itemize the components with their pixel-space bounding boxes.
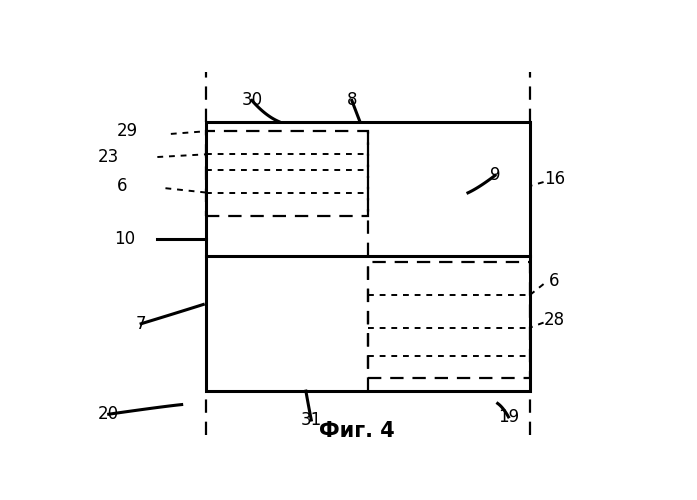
Bar [206,131,368,216]
Text: 7: 7 [136,314,146,332]
Text: 16: 16 [544,170,565,188]
Text: 6: 6 [117,177,128,195]
Text: 31: 31 [300,411,322,429]
Text: 28: 28 [544,311,565,329]
Text: Фиг. 4: Фиг. 4 [319,421,395,441]
Text: 10: 10 [114,230,135,248]
Text: 9: 9 [490,166,500,184]
Text: 23: 23 [98,148,119,166]
Bar [368,262,530,378]
Text: 29: 29 [117,122,138,140]
Text: 6: 6 [549,272,560,290]
Text: 19: 19 [498,408,519,426]
Text: 8: 8 [346,92,357,110]
Text: 30: 30 [241,92,263,110]
Bar [206,122,530,391]
Text: 20: 20 [98,405,119,423]
